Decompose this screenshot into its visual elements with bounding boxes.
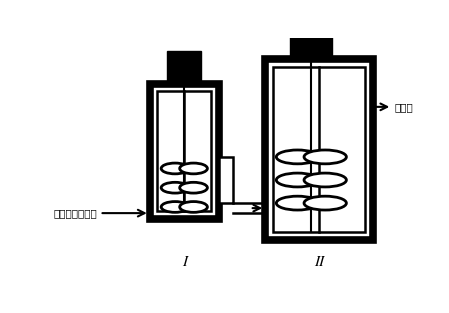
Ellipse shape [304, 150, 346, 164]
Text: 出料口: 出料口 [395, 102, 413, 112]
Ellipse shape [276, 150, 319, 164]
Bar [150, 84, 219, 218]
Text: 醂解后混合物料: 醂解后混合物料 [53, 208, 97, 218]
Ellipse shape [161, 202, 189, 212]
Ellipse shape [161, 163, 189, 174]
Ellipse shape [161, 182, 189, 193]
Ellipse shape [276, 173, 319, 187]
Bar [273, 67, 365, 232]
Text: II: II [314, 255, 324, 269]
Ellipse shape [304, 196, 346, 210]
Ellipse shape [180, 163, 207, 174]
Text: I: I [182, 255, 187, 269]
Bar [219, 157, 233, 203]
Bar [167, 51, 201, 84]
Bar [265, 59, 373, 240]
Ellipse shape [180, 202, 207, 212]
Bar [157, 91, 211, 211]
Ellipse shape [276, 196, 319, 210]
Ellipse shape [304, 173, 346, 187]
Ellipse shape [180, 182, 207, 193]
Bar [290, 24, 332, 59]
